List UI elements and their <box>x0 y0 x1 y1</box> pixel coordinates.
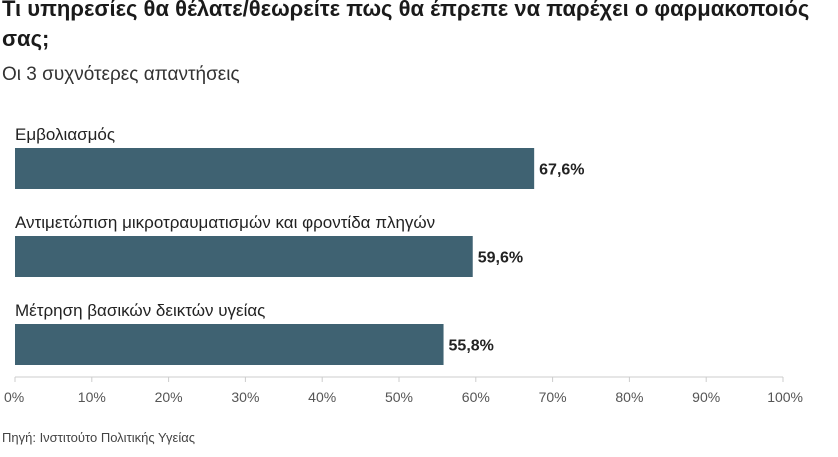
value-label: 59,6% <box>478 250 523 267</box>
bar <box>15 324 444 365</box>
x-tick-label: 10% <box>78 389 106 405</box>
x-tick-label: 60% <box>462 389 490 405</box>
chart-title: Τι υπηρεσίες θα θέλατε/θεωρείτε πως θα έ… <box>2 0 810 51</box>
category-label: Μέτρηση βασικών δεικτών υγείας <box>15 301 265 320</box>
x-tick-label: 80% <box>615 389 643 405</box>
chart-subtitle: Οι 3 συχνότερες απαντήσεις <box>2 64 240 85</box>
bar <box>15 236 473 277</box>
x-tick-label: 100% <box>767 389 803 405</box>
x-tick-label: 70% <box>539 389 567 405</box>
value-label: 67,6% <box>539 162 584 179</box>
x-tick-label: 30% <box>231 389 259 405</box>
x-tick-label: 90% <box>692 389 720 405</box>
value-label: 55,8% <box>449 338 494 355</box>
x-tick-label: 50% <box>385 389 413 405</box>
source-note: Πηγή: Ινστιτούτο Πολιτικής Υγείας <box>2 430 195 445</box>
bar <box>15 148 535 189</box>
category-label: Εμβολιασμός <box>15 125 115 144</box>
category-label: Αντιμετώπιση μικροτραυματισμών και φροντ… <box>15 213 435 232</box>
x-tick-label: 0% <box>4 389 24 405</box>
x-tick-label: 40% <box>308 389 336 405</box>
x-tick-label: 20% <box>155 389 183 405</box>
